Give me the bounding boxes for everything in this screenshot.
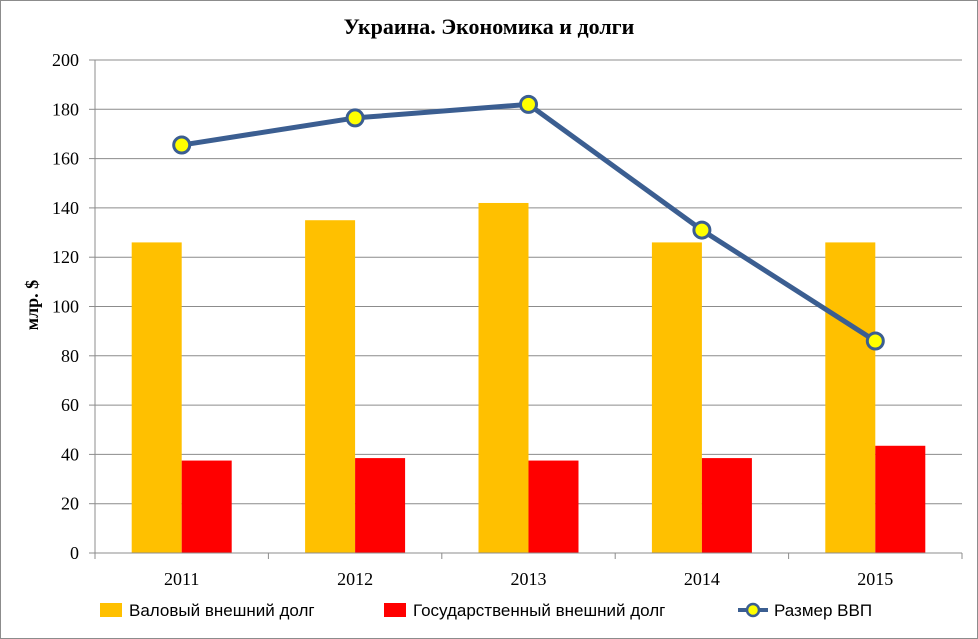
y-tick-label: 80: [61, 346, 79, 366]
gdp-point: [692, 220, 712, 240]
y-axis-label: млр. $: [22, 280, 42, 330]
legend-label: Размер ВВП: [774, 601, 872, 620]
bar-state-debt: [528, 460, 579, 553]
legend-swatch: [384, 603, 406, 617]
gdp-point: [865, 331, 885, 351]
chart-title: Украина. Экономика и долги: [344, 14, 635, 39]
y-tick-label: 200: [52, 50, 79, 70]
y-tick-label: 180: [52, 99, 79, 119]
bar-gross-debt: [825, 242, 876, 553]
bar-gross-debt: [478, 202, 529, 553]
gdp-point: [345, 108, 365, 128]
x-tick-label: 2015: [857, 569, 893, 589]
bar-state-debt: [355, 458, 406, 553]
legend: Валовый внешний долг Государственный внеш…: [100, 601, 872, 620]
bar-gross-debt: [305, 220, 356, 553]
legend-label: Валовый внешний долг: [129, 601, 315, 620]
y-tick-label: 120: [52, 247, 79, 267]
y-tick-label: 100: [52, 297, 79, 317]
y-tick-label: 160: [52, 149, 79, 169]
legend-marker: [745, 602, 761, 618]
bar-state-debt: [875, 445, 926, 553]
axes: [94, 60, 962, 554]
y-tick-label: 140: [52, 198, 79, 218]
gdp-line: [172, 94, 885, 351]
bar-state-debt: [701, 458, 752, 553]
y-tick-label: 0: [70, 543, 79, 563]
y-tick-label: 40: [61, 444, 79, 464]
x-tick-label: 2011: [164, 569, 199, 589]
bar-gross-debt: [131, 242, 182, 553]
legend-swatch: [100, 603, 122, 617]
y-axis-ticks: 0 20 40 60 80 100 120 140 160 180 200: [52, 50, 95, 563]
x-tick-label: 2014: [684, 569, 720, 589]
x-axis-ticks: 2011 2012 2013 2014 2015: [94, 553, 963, 589]
legend-label: Государственный внешний долг: [413, 601, 665, 620]
bars: [131, 202, 926, 553]
bar-state-debt: [181, 460, 232, 553]
x-tick-label: 2013: [511, 569, 547, 589]
gdp-point: [172, 135, 192, 155]
y-tick-label: 60: [61, 395, 79, 415]
y-tick-label: 20: [61, 494, 79, 514]
x-tick-label: 2012: [337, 569, 373, 589]
bar-gross-debt: [651, 242, 702, 553]
gdp-point: [519, 94, 538, 114]
